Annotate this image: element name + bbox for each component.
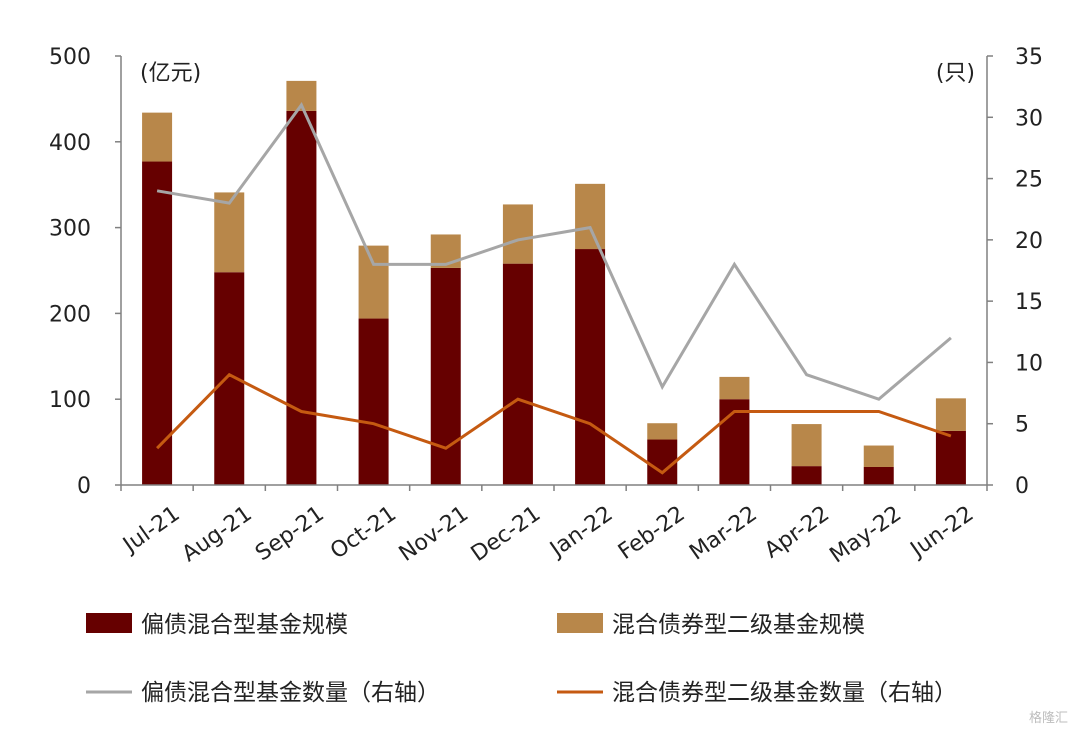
legend-label-line-1: 混合债券型二级基金数量（右轴） (612, 680, 957, 706)
bar-1-Feb-22 (647, 423, 678, 440)
right-axis-unit: (只) (936, 61, 975, 86)
x-tick-label-Apr-22: Apr-22 (760, 501, 834, 563)
left-tick-label-300: 300 (49, 217, 91, 242)
x-tick-label-Sep-21: Sep-21 (251, 501, 329, 566)
legend-swatch-bar-1 (557, 613, 603, 633)
bar-1-Apr-22 (791, 424, 822, 467)
right-tick-label-15: 15 (1015, 290, 1043, 315)
bar-1-Oct-21 (358, 245, 389, 319)
watermark-logo: 格隆汇 (1028, 711, 1068, 726)
x-tick-label-Nov-21: Nov-21 (395, 501, 473, 566)
bar-1-Mar-22 (719, 376, 750, 400)
right-tick-label-5: 5 (1015, 413, 1029, 438)
bar-0-Dec-21 (502, 263, 533, 485)
right-tick-label-20: 20 (1015, 229, 1043, 254)
lines-layer (156, 102, 952, 475)
bar-0-Nov-21 (430, 267, 461, 485)
right-tick-label-0: 0 (1015, 474, 1029, 499)
bar-0-Apr-22 (791, 466, 822, 485)
bar-0-Mar-22 (719, 399, 750, 485)
left-axis-unit: (亿元) (140, 61, 201, 86)
bar-0-Jun-22 (935, 430, 966, 485)
x-tick-label-Aug-21: Aug-21 (178, 501, 257, 567)
legend: 偏债混合型基金规模 混合债券型二级基金规模 偏债混合型基金数量（右轴） 混合债券… (86, 612, 957, 706)
line-series-1 (156, 372, 952, 475)
legend-label-bar-0: 偏债混合型基金规模 (141, 612, 348, 638)
x-tick-label-Dec-21: Dec-21 (467, 501, 546, 567)
left-tick-label-200: 200 (49, 302, 91, 327)
bar-0-Oct-21 (358, 318, 389, 485)
left-tick-label-100: 100 (49, 388, 91, 413)
bar-0-Feb-22 (647, 439, 678, 485)
legend-swatch-bar-0 (86, 613, 132, 633)
line-series-0 (156, 102, 952, 401)
right-tick-label-30: 30 (1015, 106, 1043, 131)
left-tick-label-0: 0 (77, 474, 91, 499)
bar-1-Jan-22 (575, 183, 606, 250)
bar-0-Sep-21 (286, 110, 317, 486)
x-tick-label-Mar-22: Mar-22 (685, 501, 762, 565)
bars-layer (142, 80, 966, 486)
bar-0-Jan-22 (575, 249, 606, 485)
bar-0-Jul-21 (142, 161, 173, 485)
x-tick-label-Jun-22: Jun-22 (905, 501, 979, 563)
right-tick-label-10: 10 (1015, 351, 1043, 376)
bar-1-Aug-21 (214, 192, 245, 273)
x-tick-label-Jan-22: Jan-22 (544, 501, 617, 563)
left-tick-label-500: 500 (49, 45, 91, 70)
bar-1-Dec-21 (502, 204, 533, 264)
x-tick-label-May-22: May-22 (825, 501, 906, 568)
bar-1-Jun-22 (935, 398, 966, 431)
legend-label-bar-1: 混合债券型二级基金规模 (612, 612, 865, 638)
bar-0-May-22 (863, 466, 894, 485)
x-tick-label-Oct-21: Oct-21 (326, 501, 401, 564)
legend-label-line-0: 偏债混合型基金数量（右轴） (141, 680, 440, 706)
left-tick-label-400: 400 (49, 131, 91, 156)
x-tick-label-Jul-21: Jul-21 (117, 501, 184, 558)
axes-layer: 0 100 200 300 400 500 0 5 10 15 20 25 30 35 Jul-21Aug-… (49, 45, 1043, 568)
x-tick-label-Feb-22: Feb-22 (614, 501, 690, 564)
right-tick-label-25: 25 (1015, 168, 1043, 193)
bar-1-Jul-21 (142, 112, 173, 162)
right-tick-label-35: 35 (1015, 45, 1043, 70)
bar-1-May-22 (863, 445, 894, 467)
